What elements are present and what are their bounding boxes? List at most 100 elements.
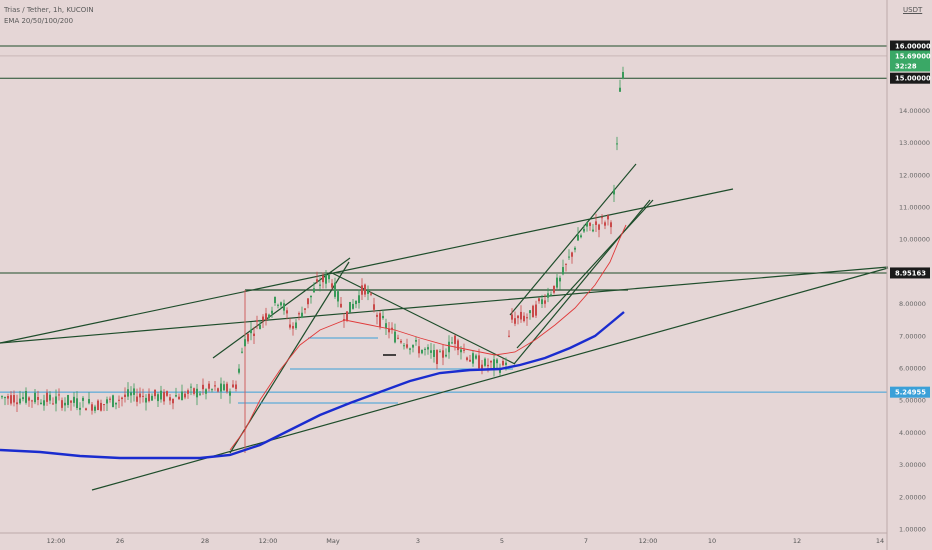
candle-body: [238, 368, 240, 373]
candle-body: [454, 335, 456, 344]
candle-body: [118, 399, 120, 401]
candle-body: [595, 221, 597, 225]
candle-body: [502, 360, 504, 366]
candle-body: [337, 291, 339, 302]
candle-body: [304, 308, 306, 310]
price-label-text: 8.95163: [895, 269, 926, 277]
candle-body: [499, 368, 501, 373]
candle-body: [445, 354, 447, 357]
currency-unit-button[interactable]: USDT: [903, 6, 923, 14]
candle-body: [613, 189, 615, 195]
candle-body: [556, 277, 558, 288]
candle-body: [103, 404, 105, 406]
candle-body: [79, 407, 81, 410]
candle-body: [46, 392, 48, 402]
candle-body: [259, 324, 261, 329]
candle-body: [406, 344, 408, 348]
candle-body: [25, 390, 27, 403]
candle-body: [247, 333, 249, 342]
price-tick-label: 11.00000: [899, 204, 930, 212]
time-tick-label: 26: [116, 537, 124, 545]
candle-body: [127, 389, 129, 397]
candle-body: [547, 293, 549, 298]
price-tick-label: 3.00000: [899, 461, 926, 469]
candle-body: [202, 384, 204, 390]
ema-fast-line[interactable]: [229, 224, 627, 451]
candle-body: [493, 359, 495, 369]
candle-body: [559, 277, 561, 282]
candle-body: [133, 388, 135, 395]
candle-body: [589, 222, 591, 226]
candle-body: [7, 396, 9, 399]
price-tick-label: 7.00000: [899, 332, 926, 340]
candle-body: [523, 315, 525, 322]
candle-body: [166, 391, 168, 396]
candle-body: [481, 364, 483, 370]
trendline[interactable]: [509, 163, 637, 316]
trendline[interactable]: [0, 188, 734, 344]
candle-body: [70, 400, 72, 403]
trendline[interactable]: [329, 271, 516, 365]
candle-body: [580, 235, 582, 238]
candle-body: [349, 302, 351, 313]
indicator-legend: EMA 20/50/100/200: [4, 17, 74, 25]
candle-body: [226, 383, 228, 392]
horizontal-lines: [0, 45, 887, 393]
candle-body: [88, 399, 90, 404]
candle-body: [283, 303, 285, 311]
candle-body: [409, 348, 411, 350]
candle-body: [433, 350, 435, 357]
candle-body: [52, 403, 54, 405]
candle-body: [367, 290, 369, 294]
candle-body: [172, 398, 174, 404]
candle-body: [526, 317, 528, 319]
candle-body: [358, 295, 360, 304]
candle-body: [436, 349, 438, 365]
trendline[interactable]: [212, 257, 351, 359]
trendline[interactable]: [0, 266, 889, 344]
candle-body: [142, 395, 144, 397]
candle-body: [97, 400, 99, 411]
candle-body: [151, 395, 153, 401]
candle-body: [130, 392, 132, 396]
candle-body: [22, 397, 24, 400]
candle-body: [295, 322, 297, 329]
candle-body: [115, 402, 117, 405]
candle-body: [163, 391, 165, 402]
trendline[interactable]: [516, 199, 654, 349]
ema-slow-line[interactable]: [0, 311, 625, 460]
candle-body: [442, 350, 444, 358]
candle-body: [403, 345, 405, 347]
price-label-text: 15.69000: [895, 52, 931, 60]
candle-body: [397, 337, 399, 339]
candle-body: [562, 267, 564, 275]
time-tick-label: 3: [416, 537, 420, 545]
candle-body: [199, 393, 201, 395]
candle-body: [109, 398, 111, 400]
candle-body: [316, 279, 318, 282]
candle-body: [361, 285, 363, 295]
time-tick-label: 5: [500, 537, 504, 545]
candle-body: [253, 333, 255, 336]
price-label-text: 5.24955: [895, 389, 926, 397]
candle-body: [169, 397, 171, 401]
candle-body: [184, 393, 186, 398]
candle-body: [415, 340, 417, 342]
candle-body: [208, 383, 210, 389]
trendline[interactable]: [513, 199, 651, 365]
candle-body: [217, 388, 219, 392]
time-axis: 12:00 26 28 12:00 May 3 5 7 12:00 10 12 14: [47, 537, 885, 545]
ema-lines: [0, 224, 627, 460]
candle-body: [82, 397, 84, 401]
candle-body: [193, 388, 195, 394]
trendline[interactable]: [91, 267, 889, 491]
candle-body: [571, 252, 573, 257]
price-label-text: 32:28: [895, 62, 917, 70]
chart-title: Trias / Tether, 1h, KUCOIN: [4, 6, 94, 14]
candle-body: [319, 284, 321, 286]
candle-body: [373, 304, 375, 310]
candle-body: [286, 310, 288, 314]
candle-body: [577, 234, 579, 241]
candle-body: [427, 347, 429, 350]
